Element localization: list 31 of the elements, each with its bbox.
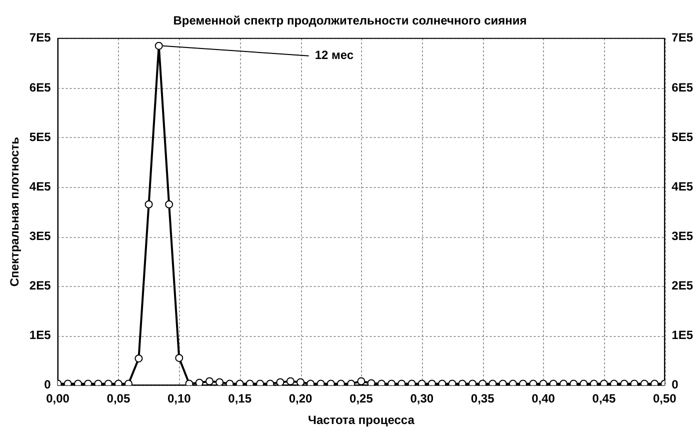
y-tick-label: 2E5	[29, 278, 52, 292]
y-tick-label: 1E5	[29, 328, 52, 342]
y-tick-label: 0	[44, 378, 52, 392]
x-tick-label: 0,45	[592, 392, 616, 406]
x-tick-label: 0,05	[106, 392, 130, 406]
y-tick-label: 7E5	[29, 30, 52, 45]
x-axis-title: Частота процесса	[308, 413, 415, 428]
y2-tick-label: 3E5	[672, 228, 694, 243]
x-tick-label: 0,35	[470, 392, 495, 406]
y2-tick-label: 7E5	[672, 30, 694, 45]
annotation: 12 мес	[314, 48, 354, 62]
x-tick-label: 0,30	[410, 392, 434, 406]
chart-title: Временной спектр продолжительности солнечного сияния	[173, 14, 527, 28]
y-tick-label: 6E5	[29, 80, 52, 94]
x-tick-label: 0,10	[167, 392, 192, 406]
x-tick-label: 0,50	[652, 392, 677, 406]
y2-tick-label: 5E5	[672, 130, 694, 144]
y-axis-title: Спектральная плотность	[8, 136, 22, 287]
x-tick-label: 0,40	[532, 392, 556, 406]
y2-tick-label: 4E5	[672, 179, 694, 194]
x-tick-label: 0,15	[228, 392, 252, 406]
y-tick-label: 4E5	[29, 179, 52, 194]
y-tick-label: 3E5	[29, 228, 52, 243]
y2-tick-label: 0	[672, 378, 679, 392]
x-tick-label: 0,00	[46, 392, 70, 406]
y2-tick-label: 6E5	[672, 80, 694, 94]
x-tick-label: 0,20	[288, 392, 313, 406]
y2-tick-label: 1E5	[672, 328, 694, 342]
x-tick-label: 0,25	[350, 392, 374, 406]
y-tick-label: 5E5	[29, 130, 52, 144]
y2-tick-label: 2E5	[672, 278, 694, 292]
